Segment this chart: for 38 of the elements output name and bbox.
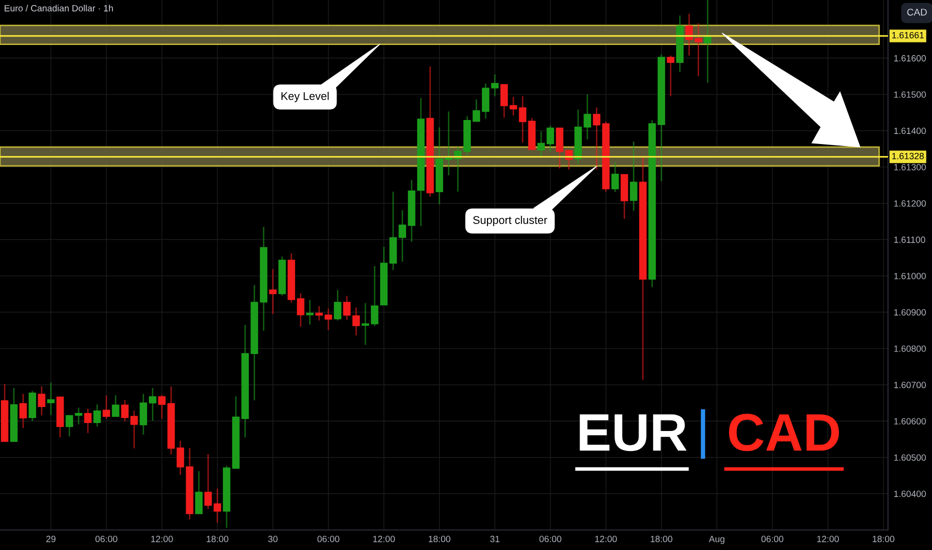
x-tick-label: 06:00 [539,536,562,542]
y-tick-label: 1.60600 [894,418,926,424]
x-tick-label: 06:00 [95,536,118,542]
y-tick-label: 1.61600 [894,55,926,62]
text: CAD [907,8,927,16]
ref-line-label: 1.61328 [892,152,924,160]
annotation: CAD [728,414,839,452]
x-tick-label: 29 [46,536,56,542]
x-tick-label: 12:00 [817,536,839,542]
y-tick-label: 1.61000 [894,272,926,280]
x-tick-label: 31 [490,536,500,542]
annotation: EUR [580,414,687,452]
y-tick-label: 1.61400 [894,128,926,134]
x-tick-label: 12:00 [373,536,395,542]
x-tick-label: 12:00 [151,536,173,542]
x-tick-label: 30 [268,536,278,542]
x-tick-label: 06:00 [317,536,340,542]
x-tick-label: 12:00 [595,536,617,542]
y-tick-label: 1.60500 [894,454,926,461]
annotation: | [700,409,706,459]
y-tick-label: 1.61100 [894,236,926,243]
annotation: Key Level [282,92,329,102]
x-tick-label: 18:00 [650,536,672,542]
y-tick-label: 1.60700 [894,382,926,388]
chart-title: Euro / Canadian Dollar · 1h [4,4,113,12]
x-tick-label: 18:00 [872,536,894,542]
y-tick-label: 1.60800 [894,345,926,352]
y-tick-label: 1.61500 [894,91,926,98]
x-tick-label: 18:00 [428,536,450,542]
y-tick-label: 1.61200 [894,200,926,207]
x-tick-label: 06:00 [761,536,784,542]
y-tick-label: 1.60400 [894,490,926,498]
x-tick-label: 18:00 [206,536,228,542]
x-tick-label: Aug [708,536,724,544]
y-tick-label: 1.61300 [894,164,926,170]
annotation: Support cluster [473,216,548,226]
y-tick-label: 1.60900 [894,309,926,316]
ref-line-label: 1.61661 [892,32,924,38]
